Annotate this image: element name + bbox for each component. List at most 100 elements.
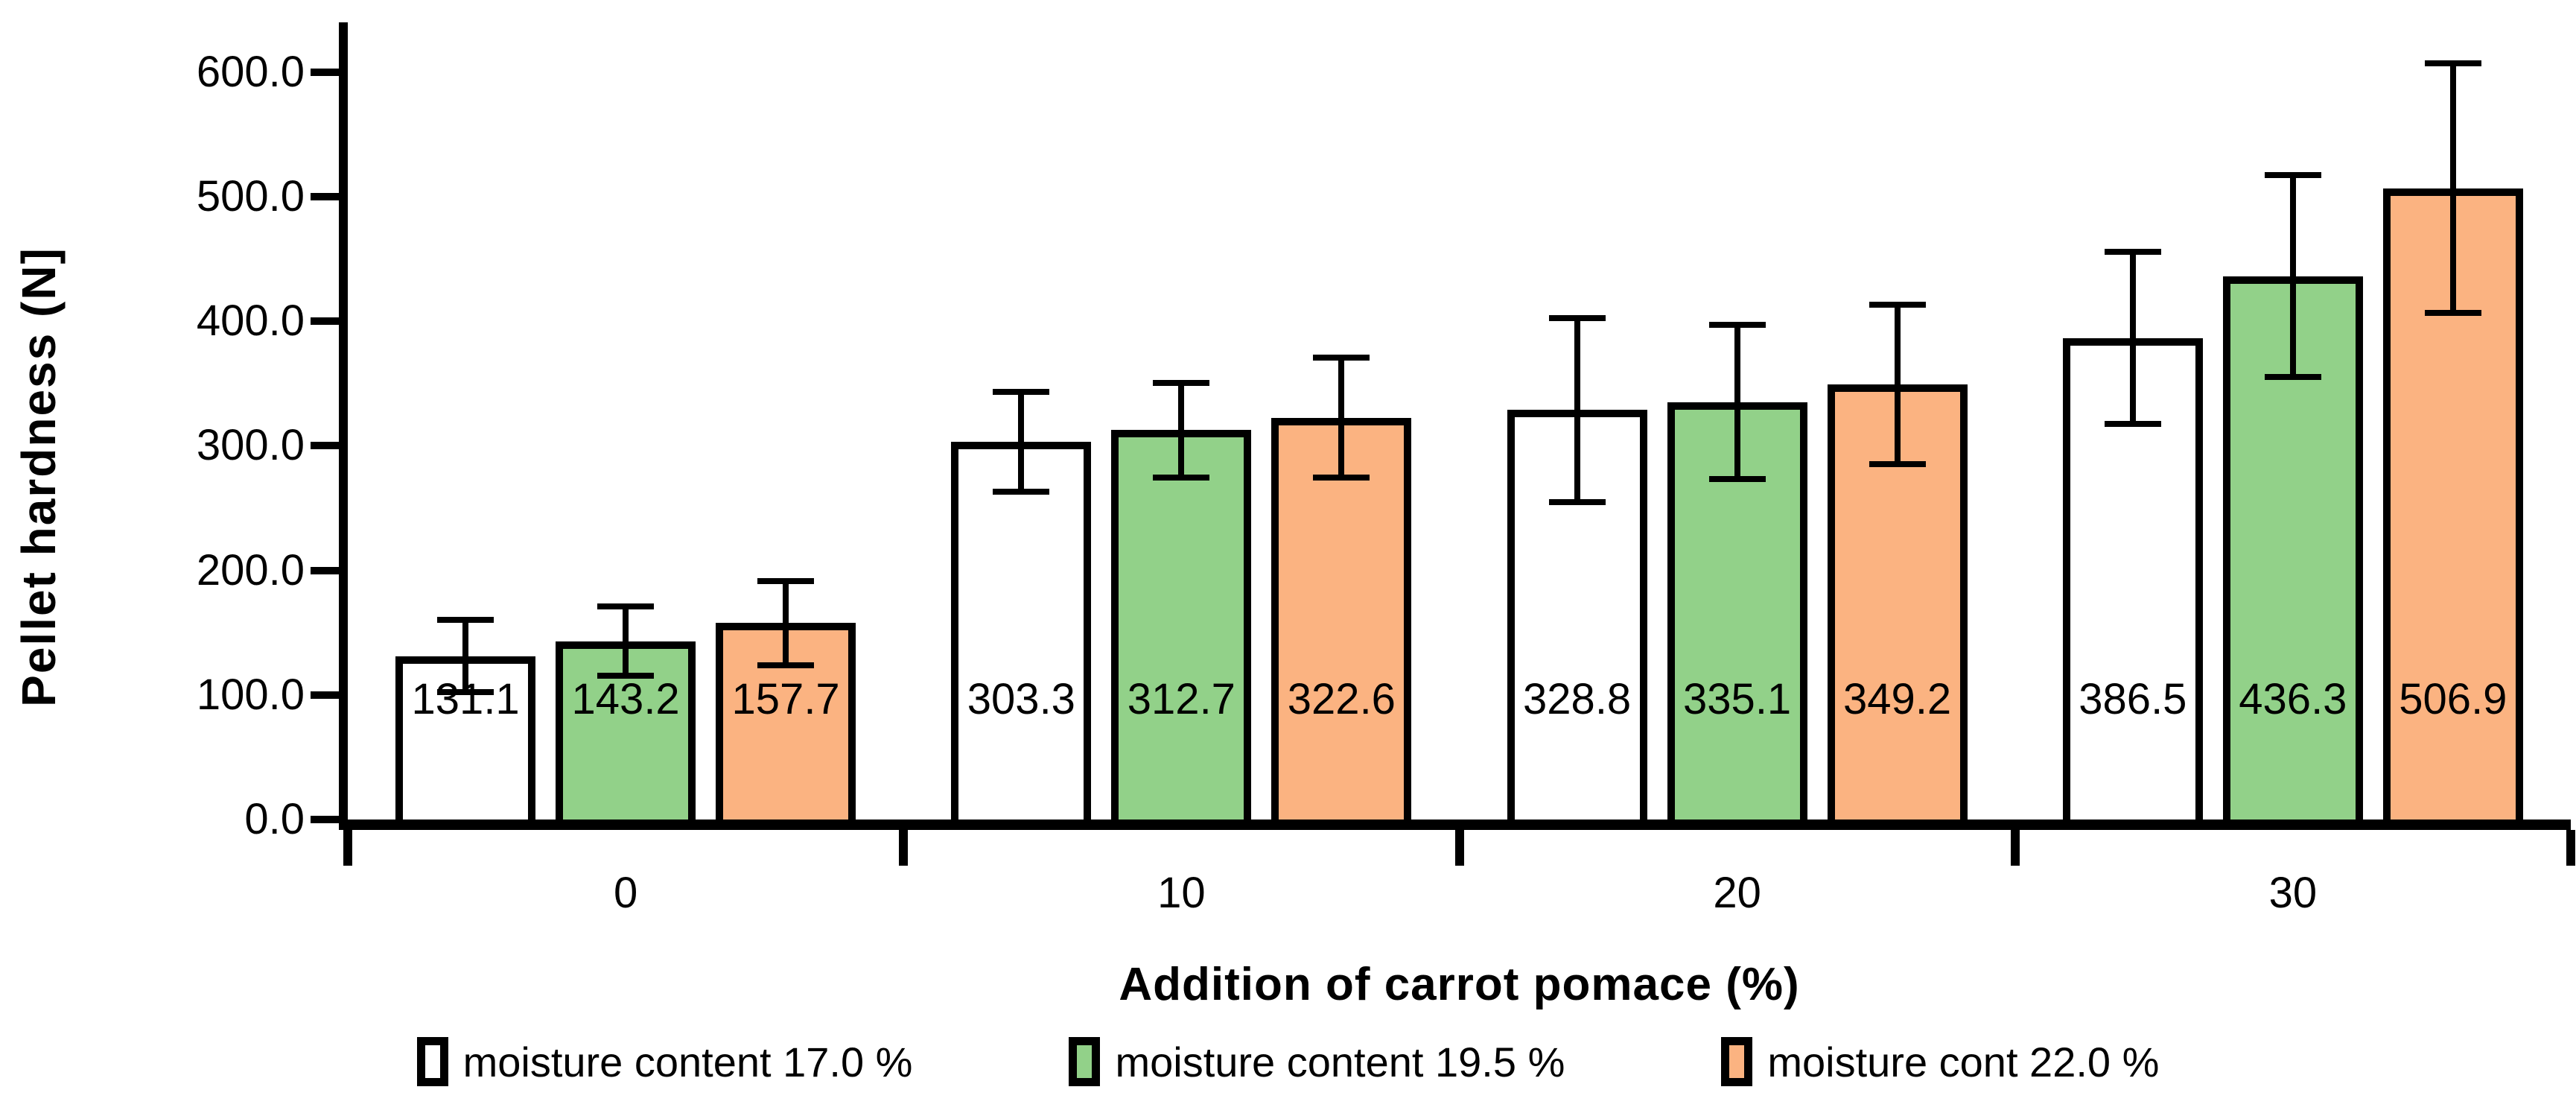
bar-cell: 312.7 xyxy=(1111,22,1252,820)
bar-groups: 131.1 143.2 157.7 303.3 312.7 322.6 328.8 335.1… xyxy=(348,22,2571,820)
bar-value-label: 312.7 xyxy=(1127,674,1235,723)
legend-label: moisture content 19.5 % xyxy=(1115,1038,1565,1085)
legend: moisture content 17.0 % moisture content … xyxy=(0,1037,2576,1086)
error-bar-cap-bottom xyxy=(1708,476,1766,483)
error-bar-cap-bottom xyxy=(2424,309,2481,316)
legend-swatch xyxy=(1069,1037,1101,1086)
x-tick-mark xyxy=(899,830,909,866)
y-tick-label: 500.0 xyxy=(196,172,305,221)
bar-cell: 322.6 xyxy=(1271,22,1412,820)
error-bar-cap-top xyxy=(993,389,1050,396)
legend-swatch xyxy=(1721,1037,1753,1086)
legend-swatch xyxy=(416,1037,448,1086)
bar-value-label: 506.9 xyxy=(2399,674,2507,723)
y-tick-mark xyxy=(311,442,339,450)
bar-value-label: 335.1 xyxy=(1683,674,1792,723)
bar-cell: 131.1 xyxy=(395,22,536,820)
x-category-label: 10 xyxy=(1157,869,1206,917)
error-bar-cap-bottom xyxy=(757,662,815,669)
error-bar-cap-bottom xyxy=(2264,373,2321,380)
bar-cell: 506.9 xyxy=(2382,22,2523,820)
error-bar-cap-top xyxy=(2264,172,2321,179)
x-tick-mark xyxy=(2566,830,2575,866)
plot-area: 0.0 100.0 200.0 300.0 400.0 500.0 600.0 131.1 1… xyxy=(197,22,2575,866)
error-bar-cap-top xyxy=(1153,379,1210,386)
bar-cell: 303.3 xyxy=(951,22,1092,820)
bar-group-10: 303.3 312.7 322.6 xyxy=(903,22,1459,820)
x-tick-mark xyxy=(2010,830,2020,866)
bar-group-30: 386.5 436.3 506.9 xyxy=(2015,22,2571,820)
bar-value-label: 143.2 xyxy=(571,674,680,723)
x-category-label: 0 xyxy=(613,869,638,917)
error-bar-cap-top xyxy=(757,577,815,584)
legend-item-2: moisture content 19.5 % xyxy=(1069,1037,1565,1086)
y-tick-label: 400.0 xyxy=(196,297,305,346)
bar-cell: 349.2 xyxy=(1827,22,1968,820)
legend-label: moisture cont 22.0 % xyxy=(1767,1038,2160,1085)
error-bar-cap-top xyxy=(1548,314,1606,321)
y-tick-mark xyxy=(311,68,339,76)
bar-cell: 436.3 xyxy=(2222,22,2363,820)
error-bar-line xyxy=(462,620,469,693)
bar-category-10-series-3 xyxy=(1271,417,1412,820)
error-bar-cap-top xyxy=(597,603,655,609)
y-tick-label: 600.0 xyxy=(196,47,305,96)
error-bar-line xyxy=(1894,305,1901,465)
bar-value-label: 328.8 xyxy=(1523,674,1632,723)
y-tick-mark xyxy=(311,816,339,823)
error-bar-line xyxy=(2449,63,2456,313)
bar-group-20: 328.8 335.1 349.2 xyxy=(1460,22,2015,820)
bar-group-0: 131.1 143.2 157.7 xyxy=(348,22,903,820)
error-bar-cap-bottom xyxy=(1548,499,1606,506)
error-bar-line xyxy=(623,606,629,676)
legend-label: moisture content 17.0 % xyxy=(462,1038,913,1085)
y-tick-label: 300.0 xyxy=(196,421,305,470)
error-bar-cap-top xyxy=(1708,322,1766,329)
error-bar-cap-bottom xyxy=(437,689,494,696)
bar-value-label: 349.2 xyxy=(1843,674,1952,723)
error-bar-cap-bottom xyxy=(597,673,655,679)
error-bar-line xyxy=(783,580,789,666)
bar-value-label: 386.5 xyxy=(2079,674,2187,723)
x-axis-title: Addition of carrot pomace (%) xyxy=(1119,959,1800,1010)
error-bar-line xyxy=(1574,317,1580,503)
x-category-label: 20 xyxy=(1713,869,1761,917)
y-tick-label: 200.0 xyxy=(196,545,305,595)
error-bar-cap-top xyxy=(2424,60,2481,67)
error-bar-cap-top xyxy=(2104,249,2161,256)
y-tick-label: 0.0 xyxy=(244,795,305,843)
error-bar-cap-bottom xyxy=(2104,421,2161,428)
error-bar-line xyxy=(1018,392,1025,492)
bar-cell: 335.1 xyxy=(1667,22,1807,820)
bar-value-label: 322.6 xyxy=(1287,674,1396,723)
error-bar-line xyxy=(1178,382,1185,478)
bar-cell: 143.2 xyxy=(556,22,696,820)
bar-category-10-series-2 xyxy=(1111,430,1252,820)
error-bar-cap-bottom xyxy=(1153,474,1210,481)
error-bar-line xyxy=(2129,252,2136,425)
error-bar-line xyxy=(1734,325,1740,480)
legend-item-1: moisture content 17.0 % xyxy=(416,1037,913,1086)
y-tick-mark xyxy=(311,193,339,201)
x-tick-mark xyxy=(1454,830,1464,866)
bar-value-label: 303.3 xyxy=(967,674,1075,723)
bar-cell: 386.5 xyxy=(2062,22,2203,820)
bar-cell: 157.7 xyxy=(716,22,856,820)
y-axis-ticks: 0.0 100.0 200.0 300.0 400.0 500.0 600.0 xyxy=(197,22,2571,843)
x-tick-mark xyxy=(343,830,352,866)
x-axis-category-labels: 0 10 20 30 xyxy=(348,868,2571,918)
y-axis-title: Pellet hardness (N] xyxy=(12,247,66,707)
bar-category-20-series-2 xyxy=(1667,402,1807,820)
error-bar-cap-bottom xyxy=(993,488,1050,495)
bar-value-label: 436.3 xyxy=(2239,674,2347,723)
y-tick-mark xyxy=(311,566,339,574)
error-bar-line xyxy=(1338,358,1345,478)
error-bar-cap-top xyxy=(1313,355,1370,361)
error-bar-cap-top xyxy=(437,617,494,624)
y-tick-label: 100.0 xyxy=(196,670,305,719)
x-axis-ticks xyxy=(343,22,2575,866)
error-bar-line xyxy=(2289,175,2296,377)
bar-category-0-series-3 xyxy=(716,623,856,820)
error-bar-cap-top xyxy=(1869,302,1926,308)
